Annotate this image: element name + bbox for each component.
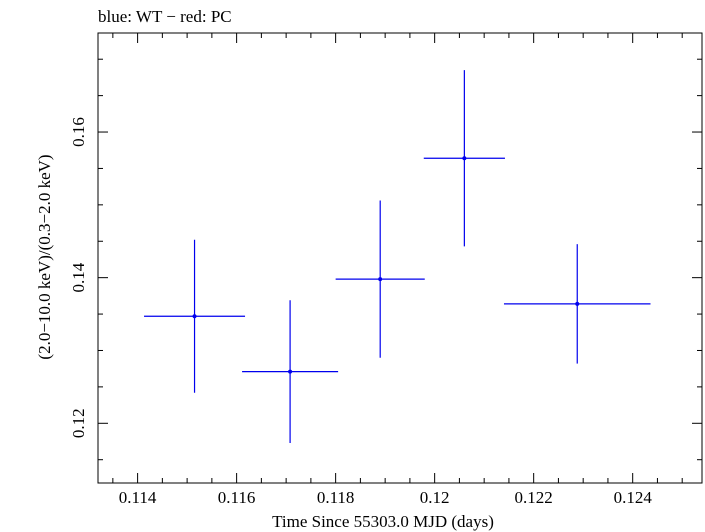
x-tick-label: 0.114: [119, 488, 157, 507]
point-marker: [288, 369, 293, 374]
x-tick-label: 0.124: [614, 488, 653, 507]
chart-title: blue: WT − red: PC: [98, 7, 232, 26]
point-marker: [575, 301, 580, 306]
plot-frame: [97, 32, 703, 484]
data-point-2: [242, 300, 339, 443]
point-marker: [462, 156, 467, 161]
x-tick-label: 0.122: [515, 488, 553, 507]
data-point-4: [423, 70, 505, 247]
y-tick-label: 0.12: [69, 408, 88, 438]
x-tick-labels: 0.114 0.116 0.118 0.12 0.122 0.124: [119, 488, 653, 507]
axis-ticks: [98, 33, 702, 483]
y-tick-labels: 0.12 0.14 0.16: [69, 117, 88, 438]
x-tick-label: 0.12: [420, 488, 450, 507]
data-point-1: [144, 239, 246, 393]
y-axis-label: (2.0−10.0 keV)/(0.3−2.0 keV): [35, 154, 54, 359]
data-point-5: [503, 244, 651, 364]
data-point-3: [335, 200, 425, 358]
y-tick-label: 0.16: [69, 117, 88, 147]
x-axis-label: Time Since 55303.0 MJD (days): [272, 512, 494, 531]
x-tick-label: 0.116: [218, 488, 256, 507]
point-marker: [378, 277, 383, 282]
y-tick-label: 0.14: [69, 262, 88, 292]
x-tick-label: 0.118: [317, 488, 355, 507]
data-layer: [144, 70, 651, 443]
point-marker: [192, 314, 197, 319]
